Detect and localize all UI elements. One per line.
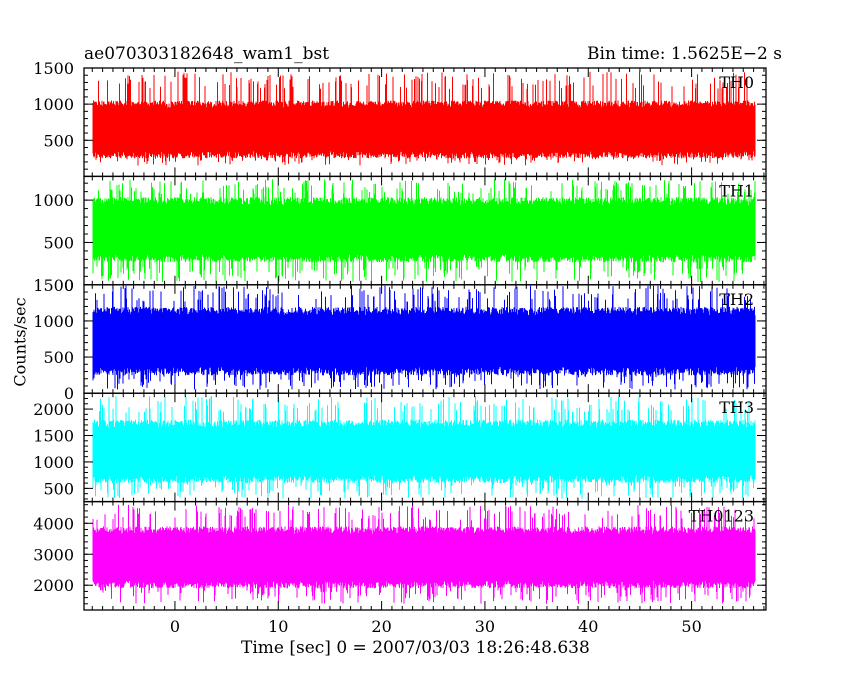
x-tick-label: 30 <box>475 617 495 636</box>
y-tick-label: 3000 <box>33 545 74 564</box>
panel-th1-label: TH1 <box>719 181 754 200</box>
y-tick-label: 2000 <box>33 576 74 595</box>
x-tick-label: 20 <box>371 617 391 636</box>
y-tick-label: 0 <box>64 384 74 403</box>
plot-title: ae070303182648_wam1_bst <box>84 44 330 64</box>
y-tick-label: 1000 <box>33 191 74 210</box>
panel-th3-label: TH3 <box>719 398 754 417</box>
y-tick-label: 1500 <box>33 59 74 78</box>
y-tick-label: 500 <box>43 233 74 252</box>
y-tick-label: 0 <box>64 276 74 295</box>
panel-th0123-label: TH0123 <box>689 507 754 526</box>
series-th0-line <box>92 71 756 166</box>
y-tick-label: 1500 <box>33 276 74 295</box>
x-tick-label: 0 <box>170 617 180 636</box>
panel-th0-label: TH0 <box>719 73 754 92</box>
y-tick-label: 4000 <box>33 514 74 533</box>
x-axis-label: Time [sec] 0 = 2007/03/03 18:26:48.638 <box>241 638 590 658</box>
y-tick-label: 500 <box>43 131 74 150</box>
panel-th0123-frame <box>83 500 767 611</box>
series-th2-line <box>92 285 756 390</box>
series-th1-line <box>92 179 756 282</box>
panel-th2-label: TH2 <box>719 290 754 309</box>
y-tick-label: 2000 <box>33 400 74 419</box>
y-axis-label: Counts/sec <box>10 297 30 387</box>
x-tick-label: 40 <box>578 617 598 636</box>
x-tick-label: 10 <box>268 617 288 636</box>
x-tick-label: 50 <box>681 617 701 636</box>
y-tick-label: 1000 <box>33 312 74 331</box>
series-th3-line <box>92 395 756 499</box>
y-tick-label: 1000 <box>33 453 74 472</box>
y-tick-label: 500 <box>43 348 74 367</box>
series-th0123-line <box>92 504 756 604</box>
bin-time-label: Bin time: 1.5625E−2 s <box>587 44 782 64</box>
y-tick-label: 500 <box>43 479 74 498</box>
y-tick-label: 1500 <box>33 427 74 446</box>
y-tick-label: 1000 <box>33 95 74 114</box>
